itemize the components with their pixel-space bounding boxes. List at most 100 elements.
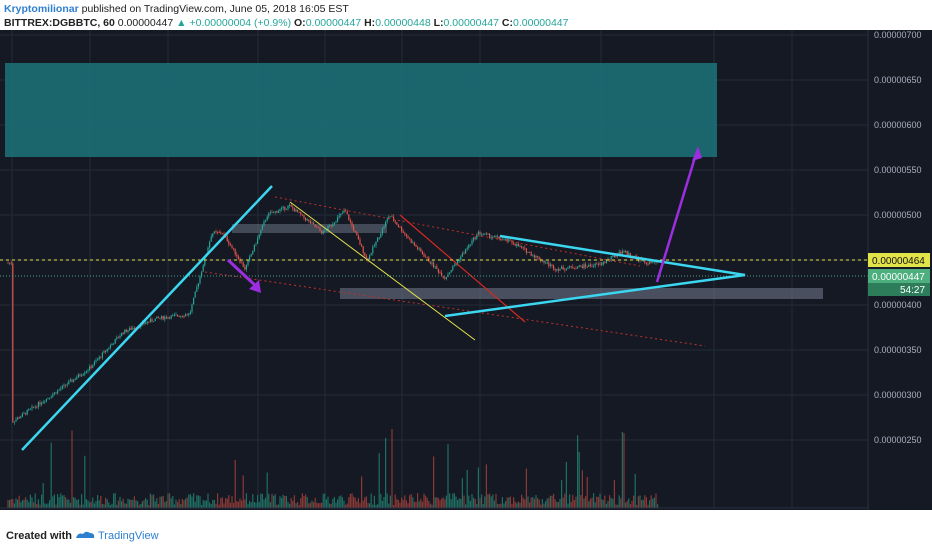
- volume-bar: [428, 500, 430, 508]
- y-tick-label: 0.00000300: [874, 390, 922, 400]
- candle-body: [457, 260, 459, 264]
- volume-bar: [106, 499, 108, 508]
- candle-body: [426, 257, 428, 259]
- price-axis[interactable]: 0.00000250 0.00000300 0.00000350 0.00000400…: [867, 30, 930, 510]
- volume-bar: [50, 442, 52, 508]
- volume-bar: [113, 493, 115, 508]
- volume-bar: [479, 497, 481, 508]
- volume-bar: [250, 502, 252, 508]
- candle-body: [233, 247, 235, 249]
- candle-body: [506, 238, 508, 242]
- candle-body: [228, 241, 230, 245]
- volume-bar: [63, 495, 65, 508]
- volume-bar: [149, 493, 151, 508]
- candle-body: [309, 220, 311, 224]
- volume-bar: [385, 437, 387, 508]
- candle-body: [244, 266, 246, 270]
- candle-body: [405, 233, 407, 237]
- candle-body: [433, 262, 435, 268]
- volume-bar: [455, 496, 457, 508]
- volume-bar: [439, 500, 441, 508]
- candle-body: [500, 239, 502, 241]
- volume-bar: [82, 504, 84, 508]
- volume-bar: [623, 433, 625, 508]
- candle-body: [245, 264, 247, 270]
- volume-bar: [357, 498, 359, 508]
- candle-body: [404, 232, 406, 234]
- volume-bar: [61, 495, 63, 508]
- volume-bar: [652, 498, 654, 508]
- footer: Created with TradingView: [0, 520, 932, 550]
- candle-body: [221, 233, 223, 235]
- volume-bar: [562, 497, 564, 508]
- volume-bar: [394, 494, 396, 508]
- volume-bar: [341, 497, 343, 508]
- candle-body: [55, 392, 57, 394]
- candle-body: [237, 256, 239, 259]
- y-tick-label: 0.00000400: [874, 300, 922, 310]
- volume-bar: [186, 497, 188, 508]
- candle-body: [50, 396, 52, 398]
- volume-bar: [193, 493, 195, 508]
- volume-bar: [44, 503, 46, 508]
- volume-bar: [349, 493, 351, 508]
- volume-bar: [497, 503, 499, 508]
- candle-body: [417, 246, 419, 250]
- volume-bar: [217, 493, 219, 508]
- volume-bar: [242, 475, 244, 508]
- volume-bar: [337, 499, 339, 508]
- tradingview-brand[interactable]: TradingView: [98, 530, 159, 542]
- volume-bar: [351, 493, 353, 508]
- symbol-label[interactable]: BITTREX:DGBBTC, 60: [4, 17, 115, 29]
- candle-body: [455, 263, 457, 266]
- volume-bar: [74, 497, 76, 508]
- chart-area[interactable]: 0.00000250 0.00000300 0.00000350 0.00000400…: [0, 30, 932, 524]
- candle-body: [271, 212, 273, 214]
- candle-body: [586, 266, 588, 268]
- volume-bar: [277, 504, 279, 508]
- purple-drop-arrowhead: [249, 280, 261, 293]
- candle-body: [572, 266, 574, 269]
- volume-bar: [287, 501, 289, 508]
- candle-body: [396, 222, 398, 225]
- candle-body: [151, 319, 153, 322]
- candle-body: [535, 256, 537, 258]
- volume-bar: [628, 498, 630, 508]
- volume-bar: [417, 493, 419, 508]
- candle-body: [197, 283, 199, 288]
- candle-body: [265, 220, 267, 222]
- candle-body: [645, 262, 647, 264]
- volume-bar: [66, 499, 68, 508]
- candle-body: [7, 262, 9, 264]
- candle-body: [215, 231, 217, 233]
- price-chart[interactable]: 0.00000250 0.00000300 0.00000350 0.00000400…: [0, 30, 932, 524]
- candle-body: [316, 226, 318, 228]
- volume-bar: [285, 495, 287, 508]
- candle-body: [545, 262, 547, 264]
- candle-body: [130, 327, 132, 330]
- candle-body: [181, 315, 183, 317]
- volume-bar: [353, 496, 355, 508]
- candle-body: [69, 379, 71, 382]
- volume-bar: [68, 499, 70, 508]
- volume-bar: [367, 503, 369, 508]
- candle-body: [341, 212, 343, 214]
- volume-bar: [188, 494, 190, 508]
- candle-body: [354, 230, 356, 233]
- y-tick-label: 0.00000350: [874, 345, 922, 355]
- y-tick-label: 0.00000250: [874, 435, 922, 445]
- candle-body: [77, 374, 79, 378]
- author-link[interactable]: Kryptomilionar: [4, 3, 79, 15]
- candle-body: [340, 213, 342, 216]
- candle-body: [489, 233, 491, 238]
- candle-body: [476, 234, 478, 239]
- candle-body: [452, 266, 454, 271]
- volume-bar: [388, 503, 390, 508]
- volume-bar: [477, 467, 479, 508]
- volume-bar: [292, 500, 294, 508]
- candle-body: [522, 247, 524, 249]
- last-price: 0.00000447: [117, 17, 174, 29]
- time-axis[interactable]: 91623May71421Jun1118: [0, 507, 868, 524]
- candle-body: [471, 240, 473, 245]
- candle-body: [285, 208, 287, 210]
